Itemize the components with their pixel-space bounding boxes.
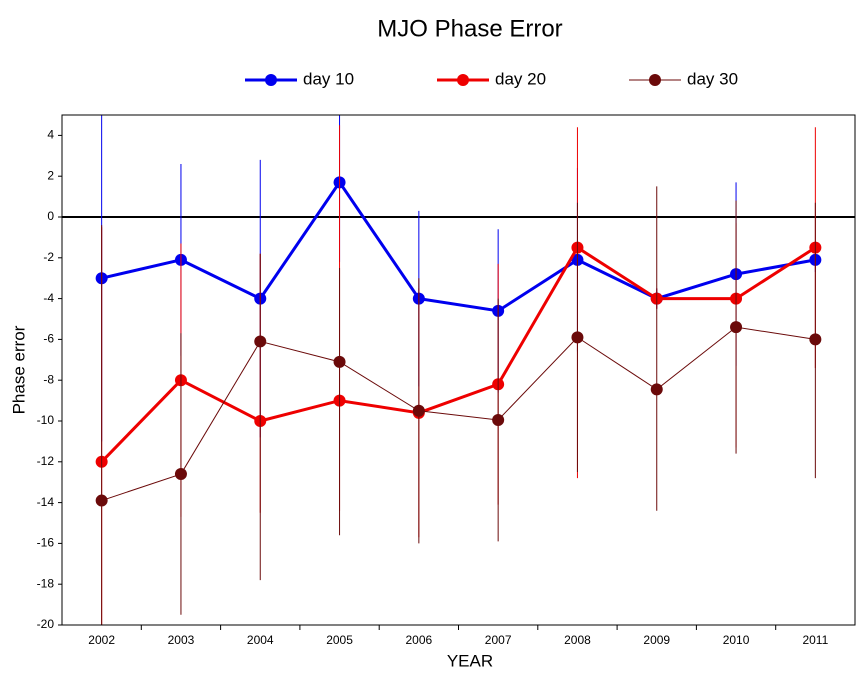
legend-marker [265, 74, 277, 86]
y-tick-label: -16 [37, 536, 55, 550]
data-point [571, 331, 584, 344]
plot-area [62, 115, 855, 625]
data-point [254, 335, 267, 348]
data-point [730, 321, 743, 334]
data-point [650, 383, 663, 396]
y-tick-label: 4 [47, 128, 54, 142]
y-tick-label: -18 [37, 576, 55, 590]
chart-title: MJO Phase Error [377, 15, 562, 42]
data-point [809, 333, 822, 346]
x-tick-label: 2002 [88, 633, 115, 647]
legend-label: day 10 [303, 69, 354, 88]
data-point [412, 404, 425, 417]
y-tick-label: -10 [37, 413, 55, 427]
x-axis-label: YEAR [447, 651, 493, 670]
data-point [492, 413, 505, 426]
y-tick-label: -4 [43, 291, 54, 305]
legend-marker [457, 74, 469, 86]
x-tick-label: 2004 [247, 633, 274, 647]
series-line [101, 179, 816, 313]
data-point [333, 355, 346, 368]
x-tick-label: 2010 [723, 633, 750, 647]
legend-marker [649, 74, 661, 86]
x-tick-label: 2011 [802, 633, 828, 647]
y-tick-label: -6 [43, 332, 54, 346]
data-point [174, 468, 187, 481]
x-tick-label: 2003 [168, 633, 195, 647]
y-axis-label: Phase error [9, 325, 28, 414]
y-tick-label: -8 [43, 372, 54, 386]
y-tick-label: -2 [43, 250, 54, 264]
x-tick-label: 2009 [643, 633, 670, 647]
legend-label: day 30 [687, 69, 738, 88]
y-tick-label: -14 [37, 495, 55, 509]
series-line [100, 245, 817, 463]
x-tick-label: 2007 [485, 633, 512, 647]
y-tick-label: 0 [47, 209, 54, 223]
legend-label: day 20 [495, 69, 546, 88]
data-point [95, 494, 108, 507]
x-tick-label: 2008 [564, 633, 591, 647]
series-line [101, 326, 816, 502]
y-tick-label: -12 [37, 454, 55, 468]
x-tick-label: 2006 [405, 633, 432, 647]
y-tick-label: -20 [37, 617, 55, 631]
y-tick-label: 2 [47, 168, 54, 182]
x-tick-label: 2005 [326, 633, 353, 647]
